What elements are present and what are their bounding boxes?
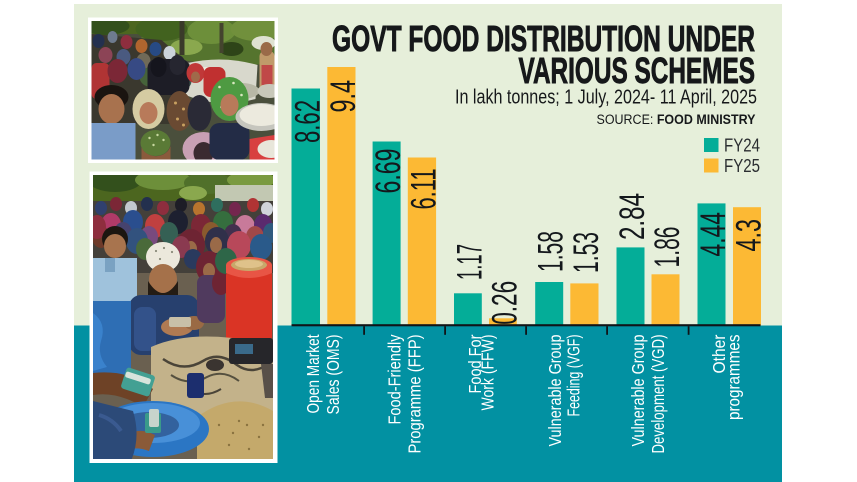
svg-text:Food-Friendly: Food-Friendly	[385, 334, 405, 424]
svg-text:Vulnerable Group: Vulnerable Group	[628, 335, 648, 447]
svg-text:Sales (OMS): Sales (OMS)	[323, 335, 343, 415]
svg-text:1.53: 1.53	[567, 232, 606, 273]
svg-text:FY24: FY24	[724, 135, 760, 155]
svg-text:1.58: 1.58	[532, 231, 571, 272]
svg-text:SOURCE: FOOD MINISTRY: SOURCE: FOOD MINISTRY	[597, 112, 756, 127]
svg-text:Work (FFW): Work (FFW)	[478, 335, 498, 411]
svg-text:9.4: 9.4	[324, 80, 363, 113]
svg-text:Other: Other	[709, 334, 729, 373]
svg-text:4.3: 4.3	[730, 219, 769, 252]
svg-text:Open Market: Open Market	[303, 334, 323, 413]
svg-text:Development (VGD): Development (VGD)	[648, 335, 668, 454]
svg-text:Programme (FFP): Programme (FFP)	[405, 334, 425, 453]
svg-text:8.62: 8.62	[288, 100, 327, 143]
svg-text:Food For: Food For	[465, 334, 485, 393]
svg-text:In lakh tonnes; 1 July, 2024-: In lakh tonnes; 1 July, 2024- 11 April, …	[455, 85, 757, 108]
svg-text:Feeding (VGF): Feeding (VGF)	[564, 335, 584, 417]
svg-text:2.84: 2.84	[613, 193, 652, 240]
svg-text:6.69: 6.69	[369, 149, 408, 194]
svg-text:programmes: programmes	[723, 334, 743, 420]
svg-text:0.26: 0.26	[485, 281, 524, 325]
svg-text:6.11: 6.11	[405, 169, 444, 210]
svg-text:GOVT FOOD DISTRIBUTION UNDER: GOVT FOOD DISTRIBUTION UNDER	[332, 18, 755, 59]
svg-text:4.44: 4.44	[694, 212, 733, 257]
svg-text:VARIOUS SCHEMES: VARIOUS SCHEMES	[519, 50, 756, 91]
svg-text:FY25: FY25	[724, 156, 760, 176]
svg-text:Vulnerable Group: Vulnerable Group	[545, 335, 565, 447]
svg-text:1.17: 1.17	[450, 244, 489, 280]
svg-text:1.86: 1.86	[648, 227, 687, 268]
